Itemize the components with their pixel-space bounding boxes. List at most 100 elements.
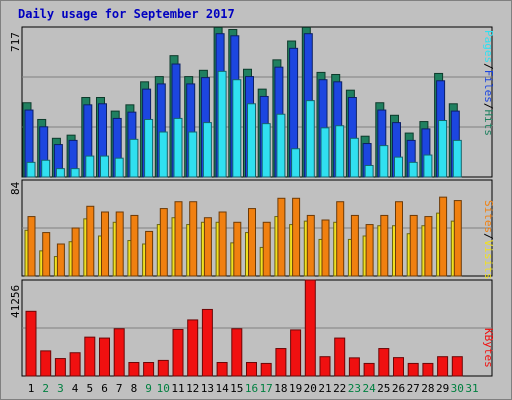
pages-bar-9: [144, 118, 154, 178]
sites-bar-12: [189, 201, 198, 277]
kbytes-bar-19: [290, 329, 302, 377]
pages-bar-11: [173, 117, 183, 178]
legend-sep-3: /: [482, 233, 495, 240]
kbytes-bar-24: [363, 362, 375, 377]
pages-bar-21: [320, 127, 330, 178]
pages-bar-1: [26, 161, 36, 178]
sites-bar-28: [424, 216, 433, 277]
pages-bar-13: [202, 122, 212, 178]
day-label-18: 18: [274, 382, 287, 395]
sites-bar-7: [115, 211, 124, 277]
day-label-30: 30: [451, 382, 464, 395]
kbytes-bar-13: [201, 308, 213, 377]
sites-bar-25: [380, 214, 389, 277]
pages-bar-22: [335, 125, 345, 178]
pages-bar-20: [305, 100, 315, 178]
pages-bar-7: [114, 157, 124, 178]
legend-sites: Sites: [482, 200, 495, 234]
kbytes-bar-21: [319, 356, 331, 377]
legend-sep-1: /: [482, 63, 495, 70]
kbytes-bar-28: [422, 362, 434, 377]
kbytes-bar-14: [216, 362, 228, 377]
kbytes-bar-29: [437, 356, 449, 377]
sites-ymax-label: 84: [9, 181, 22, 195]
sites-bar-22: [336, 201, 345, 277]
pages-bar-14: [217, 70, 227, 178]
sites-bar-20: [306, 214, 315, 277]
pages-bar-27: [408, 161, 418, 178]
sites-bar-19: [292, 197, 301, 277]
day-label-21: 21: [318, 382, 331, 395]
day-label-7: 7: [116, 382, 123, 395]
sites-bar-23: [350, 214, 359, 277]
sites-bar-16: [248, 208, 256, 277]
kbytes-bar-17: [260, 362, 272, 377]
legend-middle: Sites/Visits: [482, 200, 495, 280]
kbytes-bar-22: [334, 337, 346, 377]
sites-bar-9: [145, 230, 154, 277]
sites-bar-4: [71, 227, 80, 277]
day-label-26: 26: [392, 382, 405, 395]
kbytes-bar-7: [113, 328, 125, 377]
kbytes-bar-27: [407, 362, 419, 377]
pages-bar-4: [70, 168, 80, 178]
pages-bar-24: [364, 164, 374, 178]
sites-bar-18: [277, 197, 286, 277]
day-label-13: 13: [201, 382, 214, 395]
sites-bar-6: [101, 211, 109, 277]
sites-bar-11: [174, 201, 183, 277]
kbytes-bar-5: [84, 336, 96, 377]
day-label-25: 25: [377, 382, 390, 395]
kbytes-bar-9: [143, 362, 155, 377]
sites-bar-2: [42, 232, 51, 277]
legend-pages: Pages: [482, 30, 495, 64]
sites-bar-5: [86, 205, 95, 277]
day-label-5: 5: [86, 382, 93, 395]
sites-bar-17: [262, 221, 271, 277]
day-label-22: 22: [333, 382, 346, 395]
kbytes-bar-18: [275, 348, 287, 377]
day-label-23: 23: [348, 382, 361, 395]
pages-bar-30: [452, 139, 462, 178]
pages-bar-25: [379, 145, 389, 178]
kbytes-bar-23: [348, 357, 360, 377]
pages-bar-23: [349, 137, 359, 178]
day-label-27: 27: [407, 382, 420, 395]
sites-bar-24: [365, 224, 374, 277]
day-label-29: 29: [436, 382, 449, 395]
day-label-2: 2: [42, 382, 49, 395]
sites-bar-26: [395, 201, 403, 277]
sites-bar-8: [130, 214, 139, 277]
kbytes-bar-20: [304, 279, 316, 377]
sites-bar-30: [453, 200, 462, 277]
kbytes-bar-12: [187, 319, 199, 377]
legend-files: Files: [482, 69, 495, 103]
kbytes-bar-4: [69, 352, 81, 377]
sites-bar-15: [233, 221, 242, 277]
sites-bar-27: [409, 214, 418, 277]
kbytes-bar-15: [231, 328, 243, 377]
sites-bar-3: [56, 243, 65, 277]
pages-bar-6: [100, 155, 109, 178]
day-label-3: 3: [57, 382, 64, 395]
day-label-6: 6: [101, 382, 108, 395]
legend-bottom: KBytes: [482, 328, 495, 368]
sites-bar-10: [159, 208, 168, 277]
sites-bar-1: [27, 216, 36, 277]
pages-bar-2: [41, 159, 51, 178]
chart-title: Daily usage for September 2017: [18, 7, 235, 21]
pages-bar-3: [55, 168, 65, 178]
pages-bar-28: [423, 154, 433, 178]
legend-top: Pages/Files/Hits: [482, 30, 495, 136]
kbytes-ymax-label: 41256: [9, 284, 22, 318]
pages-bar-12: [188, 131, 198, 178]
day-label-4: 4: [72, 382, 79, 395]
day-label-12: 12: [186, 382, 199, 395]
sites-bar-21: [321, 219, 330, 277]
sites-bar-29: [439, 196, 448, 277]
pages-bar-29: [438, 120, 448, 178]
legend-hits: Hits: [482, 109, 495, 137]
pages-bar-5: [85, 155, 95, 178]
legend-kbytes: KBytes: [482, 328, 495, 368]
kbytes-bar-10: [157, 359, 169, 377]
